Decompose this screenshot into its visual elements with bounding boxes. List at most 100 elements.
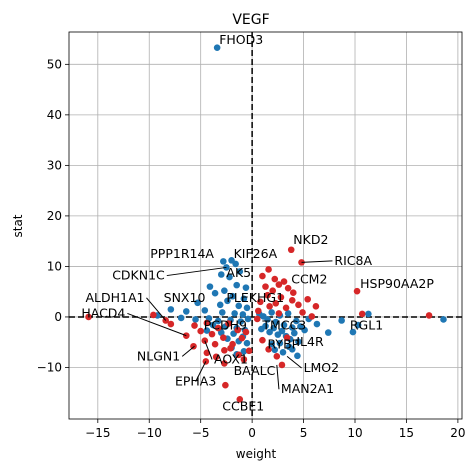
data-point (268, 309, 275, 316)
data-point (313, 320, 321, 328)
data-point (270, 324, 278, 332)
data-point (167, 306, 175, 313)
data-point (425, 312, 433, 319)
annotations: FHOD3 NKD2 PPP1R14A KIF26A RIC8A CDKN1C AK5 CCM… (81, 32, 434, 413)
data-point (258, 325, 265, 333)
annotation-label: LMO2 (304, 360, 340, 375)
annotation-label: KIF26A (234, 246, 278, 261)
annotation-label: CCM2 (291, 272, 327, 287)
data-point (254, 307, 262, 315)
annotation-leader-line (195, 361, 207, 382)
data-point (301, 326, 308, 334)
y-axis-label: stat (11, 214, 25, 237)
annotation-label: PLEKHG1 (226, 290, 284, 305)
annotation-leader-line (204, 340, 213, 360)
data-point (440, 316, 447, 323)
data-point (272, 300, 280, 307)
x-tick-label: −5 (192, 426, 210, 440)
annotation-leader-line (286, 355, 302, 369)
annotation-leader-line (127, 312, 187, 337)
data-point (192, 316, 199, 323)
data-point (245, 347, 253, 355)
annotation-label: CDKN1C (112, 268, 165, 283)
data-point (288, 296, 296, 304)
data-point (243, 339, 251, 347)
data-point (287, 246, 295, 254)
data-point (242, 284, 250, 291)
data-point (218, 309, 226, 316)
data-point (284, 284, 292, 292)
data-point (201, 307, 209, 314)
data-point (182, 308, 190, 315)
data-point (150, 311, 157, 319)
x-tick-label: 15 (399, 426, 414, 440)
data-point (259, 336, 266, 344)
data-point (275, 281, 283, 288)
annotation-label: HACD4 (81, 305, 125, 320)
data-point (194, 299, 201, 307)
y-tick-label: 50 (47, 57, 62, 71)
x-tick-label: −15 (85, 426, 110, 440)
data-point (238, 334, 246, 342)
annotation-leader-line (276, 364, 280, 390)
annotation-label: RGL1 (350, 318, 383, 333)
data-point (271, 346, 279, 354)
data-point (269, 287, 277, 294)
chart-title: VEGF (232, 12, 269, 28)
data-point (203, 319, 211, 327)
y-tick-label: 10 (47, 259, 62, 273)
data-point (232, 260, 239, 268)
data-point (324, 329, 332, 336)
data-point (197, 327, 204, 335)
annotation-leader-line (166, 266, 227, 277)
data-point (265, 345, 272, 353)
annotation-label: HSP90AA2P (360, 276, 434, 291)
data-point (208, 330, 216, 338)
data-point (295, 338, 302, 346)
data-point (299, 309, 306, 316)
data-point (240, 295, 248, 303)
y-tick-label: 0 (54, 310, 62, 324)
data-point (312, 303, 320, 310)
data-point (236, 268, 244, 275)
annotation-label: FHOD3 (219, 32, 263, 47)
data-point (259, 272, 266, 280)
data-point (221, 346, 228, 354)
data-point (284, 310, 292, 317)
data-point (236, 395, 244, 403)
data-point (214, 324, 222, 332)
data-point (349, 328, 357, 336)
data-point (167, 320, 175, 328)
data-point (240, 348, 248, 355)
reference-lines (69, 32, 462, 419)
x-tick-label: 10 (347, 426, 362, 440)
y-axis-ticks: −10 0 10 20 30 40 50 (37, 57, 69, 374)
annotation-label: AK5 (226, 265, 251, 280)
y-tick-label: −10 (37, 360, 62, 374)
data-point (294, 352, 301, 360)
data-point (288, 345, 296, 353)
data-point (271, 275, 279, 283)
data-point (191, 322, 198, 329)
y-tick-label: 40 (47, 108, 62, 122)
data-point (214, 317, 222, 325)
data-point (288, 324, 296, 331)
annotation-label: CCBE1 (222, 398, 264, 413)
annotation-label: NLGN1 (137, 348, 180, 363)
annotation-label: RIC8A (334, 253, 372, 268)
data-point (221, 287, 228, 294)
data-point (206, 283, 214, 290)
data-point (275, 310, 283, 317)
data-point (244, 315, 252, 323)
annotation-label: BAALC (234, 363, 276, 378)
data-point (226, 273, 233, 281)
data-point (289, 289, 297, 296)
annotation-label: MAN2A1 (281, 381, 334, 396)
data-point (231, 310, 238, 317)
annotation-label: NKD2 (293, 232, 328, 247)
data-point (203, 327, 211, 334)
data-point (216, 301, 224, 309)
annotation-leader-line (301, 260, 333, 263)
